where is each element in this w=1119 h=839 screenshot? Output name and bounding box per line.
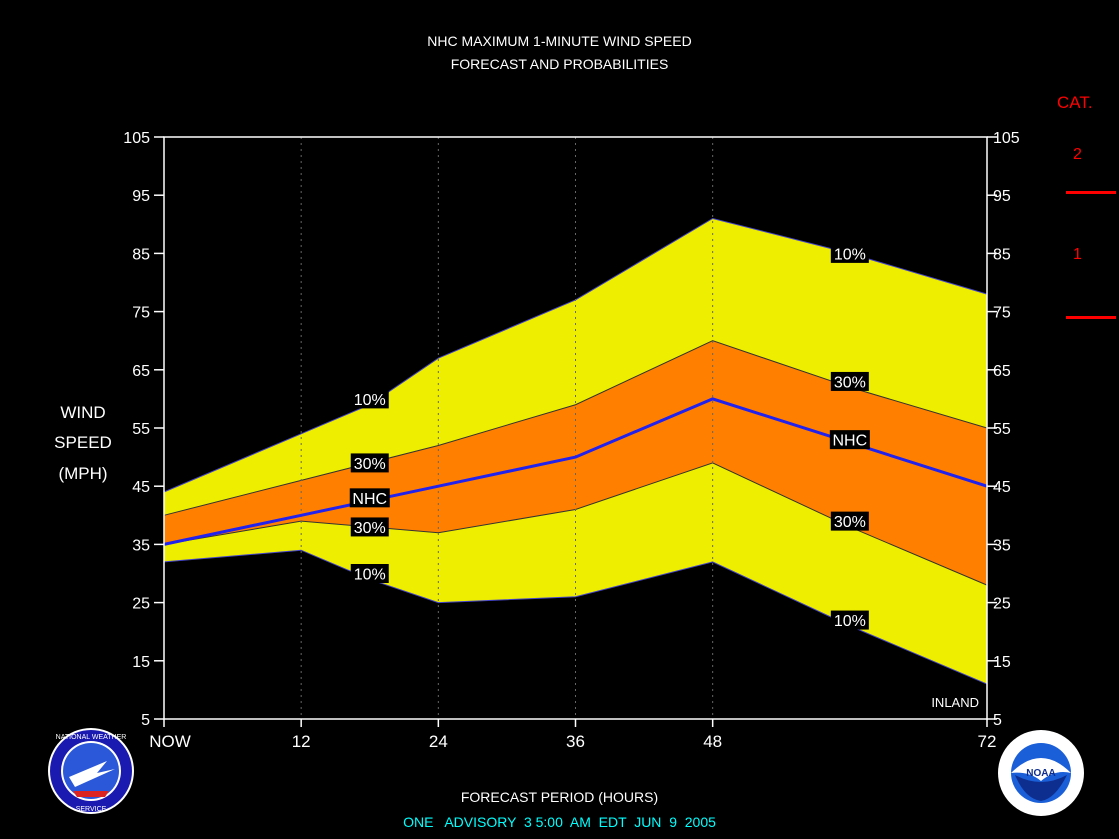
series-label-30pct: 30% xyxy=(354,456,386,473)
category-label-2: 2 xyxy=(1073,146,1082,163)
y-tick-label-right: 25 xyxy=(993,596,1011,613)
chart-subtitle: FORECAST AND PROBABILITIES xyxy=(450,56,669,72)
series-label-box xyxy=(830,371,869,391)
y-tick-label-right: 105 xyxy=(993,130,1020,147)
series-label-10pct: 10% xyxy=(834,613,866,630)
x-tick-label: 48 xyxy=(703,732,722,751)
category-title: CAT. xyxy=(1057,93,1093,112)
series-label-box xyxy=(830,610,869,630)
series-label-box xyxy=(350,389,389,409)
y-tick-label-right: 15 xyxy=(993,654,1011,671)
svg-text:NATIONAL WEATHER: NATIONAL WEATHER xyxy=(56,734,127,741)
inland-label: INLAND xyxy=(931,695,979,710)
series-label-box xyxy=(829,430,870,450)
nhc-forecast-line xyxy=(163,397,988,546)
y-axis-label-line3: (MPH) xyxy=(58,464,108,483)
series-label-10pct: 10% xyxy=(354,392,386,409)
y-tick-label-left: 35 xyxy=(132,537,150,554)
svg-text:NOAA: NOAA xyxy=(1026,768,1055,779)
nws-logo: NATIONAL WEATHER SERVICE xyxy=(48,728,134,814)
category-threshold-line xyxy=(1066,191,1116,194)
series-label-30pct: 30% xyxy=(834,374,866,391)
y-tick-label-left: 55 xyxy=(132,421,150,438)
series-label-box xyxy=(350,453,389,473)
upper-10pct-line xyxy=(163,217,988,493)
y-tick-label-right: 85 xyxy=(993,246,1011,263)
series-label-10pct: 10% xyxy=(354,567,386,584)
y-tick-label-right: 75 xyxy=(993,305,1011,322)
y-tick-label-left: 85 xyxy=(132,246,150,263)
y-tick-label-left: 5 xyxy=(141,712,150,729)
series-label-box xyxy=(350,564,389,583)
series-label-box xyxy=(830,243,869,263)
series-label-nhc: NHC xyxy=(832,433,867,450)
y-axis-label-line1: WIND xyxy=(60,403,106,422)
y-tick-label-right: 95 xyxy=(993,188,1011,205)
y-tick-label-left: 75 xyxy=(132,305,150,322)
y-tick-label-right: 65 xyxy=(993,363,1011,380)
y-tick-label-right: 45 xyxy=(993,479,1011,496)
series-label-30pct: 30% xyxy=(834,514,866,531)
series-label-nhc: NHC xyxy=(352,491,387,508)
y-tick-label-left: 15 xyxy=(132,654,150,671)
series-label-box xyxy=(350,517,389,537)
noaa-logo: NOAA xyxy=(998,730,1084,816)
category-threshold-line xyxy=(1066,316,1116,319)
category-label-1: 1 xyxy=(1073,246,1082,263)
x-tick-label: 36 xyxy=(566,732,585,751)
y-tick-label-left: 45 xyxy=(132,479,150,496)
y-tick-label-left: 25 xyxy=(132,596,150,613)
chart-title: NHC MAXIMUM 1-MINUTE WIND SPEED xyxy=(427,33,692,49)
x-tick-label: 24 xyxy=(429,732,448,751)
lower-10pct-line xyxy=(163,549,988,685)
series-label-box xyxy=(349,488,390,508)
y-tick-label-right: 55 xyxy=(993,421,1011,438)
series-label-30pct: 30% xyxy=(354,520,386,537)
series-label-10pct: 10% xyxy=(834,246,866,263)
x-axis-label: FORECAST PERIOD (HOURS) xyxy=(460,789,659,805)
y-tick-label-left: 105 xyxy=(123,130,150,147)
y-tick-label-right: 5 xyxy=(993,712,1002,729)
svg-text:SERVICE: SERVICE xyxy=(76,806,107,813)
y-tick-label-left: 95 xyxy=(132,188,150,205)
advisory-text: ONE ADVISORY 3 5:00 AM EDT JUN 9 2005 xyxy=(403,814,716,830)
x-tick-label: 72 xyxy=(978,732,997,751)
x-tick-label: 12 xyxy=(292,732,311,751)
y-axis-label-line2: SPEED xyxy=(54,433,112,452)
x-tick-label: NOW xyxy=(149,732,191,751)
y-tick-label-right: 35 xyxy=(993,537,1011,554)
y-tick-label-left: 65 xyxy=(132,363,150,380)
series-label-box xyxy=(830,511,869,531)
